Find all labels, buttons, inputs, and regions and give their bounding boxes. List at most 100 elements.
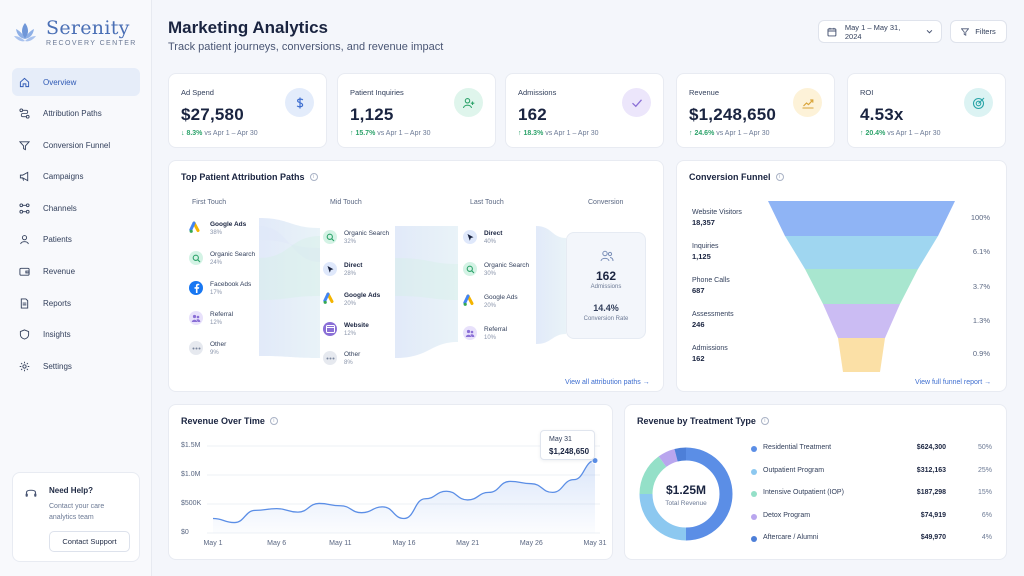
source-name: Referral <box>484 326 508 333</box>
treatment-donut-chart <box>639 447 733 541</box>
x-tick: May 21 <box>456 540 480 547</box>
first-touch-facebook-ads[interactable]: Facebook Ads 17% <box>189 280 251 298</box>
stage-value: 1,125 <box>692 252 711 261</box>
sidebar-item-label: Overview <box>43 77 77 87</box>
mid-touch-other[interactable]: Other 8% <box>323 350 360 368</box>
last-touch-google-ads[interactable]: Google Ads 20% <box>463 293 518 311</box>
treatment-row[interactable]: Residential Treatment $624,300 50% <box>751 444 993 456</box>
treatment-row[interactable]: Intensive Outpatient (IOP) $187,298 15% <box>751 489 993 501</box>
kpi-change: ↑ 18.3% vs Apr 1 – Apr 30 <box>518 130 599 137</box>
page-subtitle: Track patient journeys, conversions, and… <box>168 41 444 53</box>
treatment-row[interactable]: Detox Program $74,919 6% <box>751 512 993 524</box>
info-icon[interactable]: i <box>269 417 278 425</box>
last-touch-referral[interactable]: Referral 10% <box>463 325 507 343</box>
sidebar-item-settings[interactable]: Settings <box>12 352 140 380</box>
treatment-row[interactable]: Aftercare / Alumni $49,970 4% <box>751 534 993 546</box>
mid-touch-google-ads[interactable]: Google Ads 20% <box>323 291 380 309</box>
sidebar-item-channels[interactable]: Channels <box>12 194 140 222</box>
lotus-icon <box>14 22 36 41</box>
revenue-by-treatment-panel: Revenue by Treatment Type i <box>624 404 1007 560</box>
treatment-title: Revenue by Treatment Type i <box>637 416 769 426</box>
source-name: Other <box>210 341 227 348</box>
treatment-pct: 15% <box>977 489 992 496</box>
info-icon[interactable]: i <box>309 173 318 181</box>
sidebar-item-label: Conversion Funnel <box>43 140 111 150</box>
total-revenue-value: $1.25M <box>665 483 707 497</box>
cursor-icon <box>323 262 337 276</box>
mid-touch-organic-search[interactable]: Organic Search 32% <box>323 229 389 247</box>
treatment-pct: 4% <box>981 534 992 541</box>
kpi-card-ad-spend[interactable]: Ad Spend $27,580 ↓ 8.3% vs Apr 1 – Apr 3… <box>168 73 327 148</box>
first-touch-referral[interactable]: Referral 12% <box>189 310 233 328</box>
y-tick: $1.5M <box>181 442 201 449</box>
filters-button[interactable]: Filters <box>950 20 1007 43</box>
kpi-compare: vs Apr 1 – Apr 30 <box>716 130 770 137</box>
admissions-label: Admissions <box>590 284 622 290</box>
conversion-rate-label: Conversion Rate <box>583 316 629 322</box>
sidebar-item-patients[interactable]: Patients <box>12 226 140 254</box>
kpi-change-value: ↑ 18.3% <box>518 130 544 137</box>
sidebar-item-conversion-funnel[interactable]: Conversion Funnel <box>12 131 140 159</box>
x-tick: May 26 <box>519 540 543 547</box>
megaphone-icon <box>19 171 29 182</box>
sidebar-item-campaigns[interactable]: Campaigns <box>12 163 140 191</box>
sidebar-item-insights[interactable]: Insights <box>12 321 140 349</box>
sidebar-item-label: Patients <box>43 235 72 245</box>
kpi-compare: vs Apr 1 – Apr 30 <box>545 130 599 137</box>
kpi-card-roi[interactable]: ROI 4.53x ↑ 20.4% vs Apr 1 – Apr 30 <box>847 73 1006 148</box>
sidebar-item-attribution-paths[interactable]: Attribution Paths <box>12 100 140 128</box>
y-tick: $1.0M <box>181 471 201 478</box>
legend-dot <box>751 468 757 475</box>
sidebar-item-overview[interactable]: Overview <box>12 68 140 96</box>
more-icon <box>189 341 203 355</box>
kpi-change: ↓ 8.3% vs Apr 1 – Apr 30 <box>181 130 258 137</box>
date-range-picker[interactable]: May 1 – May 31, 2024 <box>818 20 942 43</box>
panel-title: Top Patient Attribution Paths <box>181 172 305 182</box>
source-pct: 9% <box>210 350 219 356</box>
donut-slice[interactable] <box>685 447 733 541</box>
sidebar-item-reports[interactable]: Reports <box>12 289 140 317</box>
date-range-label: May 1 – May 31, 2024 <box>844 22 901 41</box>
stage-name: Website Visitors <box>692 209 742 216</box>
first-touch-organic-search[interactable]: Organic Search 24% <box>189 250 255 268</box>
donut-slice[interactable] <box>658 448 678 468</box>
info-icon[interactable]: i <box>775 173 784 181</box>
kpi-change: ↑ 20.4% vs Apr 1 – Apr 30 <box>860 130 941 137</box>
source-name: Google Ads <box>210 221 247 228</box>
kpi-card-patient-inquiries[interactable]: Patient Inquiries 1,125 ↑ 15.7% vs Apr 1… <box>337 73 496 148</box>
treatment-row[interactable]: Outpatient Program $312,163 25% <box>751 467 993 479</box>
donut-slice[interactable] <box>639 493 687 541</box>
view-funnel-report-link[interactable]: View full funnel report → <box>915 379 992 386</box>
source-name: Google Ads <box>484 294 518 301</box>
first-touch-google-ads[interactable]: Google Ads 38% <box>189 220 246 238</box>
legend-dot <box>751 446 757 452</box>
kpi-value: $27,580 <box>181 105 244 124</box>
source-name: Website <box>344 322 369 329</box>
sidebar-item-label: Revenue <box>43 267 76 277</box>
filter-icon <box>961 27 970 36</box>
info-icon[interactable]: i <box>760 417 769 425</box>
contact-support-button[interactable]: Contact Support <box>49 531 130 552</box>
funnel-pct: 1.3% <box>972 316 990 325</box>
sidebar-item-revenue[interactable]: Revenue <box>12 258 140 286</box>
mid-touch-website[interactable]: Website 12% <box>323 321 369 339</box>
facebook-icon <box>189 281 203 295</box>
treatment-amount: $74,919 <box>920 511 946 519</box>
source-pct: 20% <box>484 303 497 309</box>
kpi-card-revenue[interactable]: Revenue $1,248,650 ↑ 24.6% vs Apr 1 – Ap… <box>676 73 835 148</box>
view-attribution-paths-link[interactable]: View all attribution paths → <box>565 379 650 386</box>
kpi-card-admissions[interactable]: Admissions 162 ↑ 18.3% vs Apr 1 – Apr 30 <box>505 73 664 148</box>
first-touch-other[interactable]: Other 9% <box>189 340 226 358</box>
stage-name: Inquiries <box>692 243 719 250</box>
source-name: Facebook Ads <box>210 281 252 288</box>
treatment-name: Intensive Outpatient (IOP) <box>763 489 844 496</box>
source-name: Referral <box>210 311 234 318</box>
google-ads-icon <box>463 294 477 308</box>
last-touch-organic-search[interactable]: Organic Search 30% <box>463 261 529 279</box>
mid-touch-direct[interactable]: Direct 28% <box>323 261 362 279</box>
donut-slice[interactable] <box>639 456 667 495</box>
brand-logo[interactable]: Serenity RECOVERY CENTER <box>12 18 137 47</box>
donut-slice[interactable] <box>674 447 687 462</box>
source-name: Direct <box>344 262 363 269</box>
last-touch-direct[interactable]: Direct 40% <box>463 229 502 247</box>
